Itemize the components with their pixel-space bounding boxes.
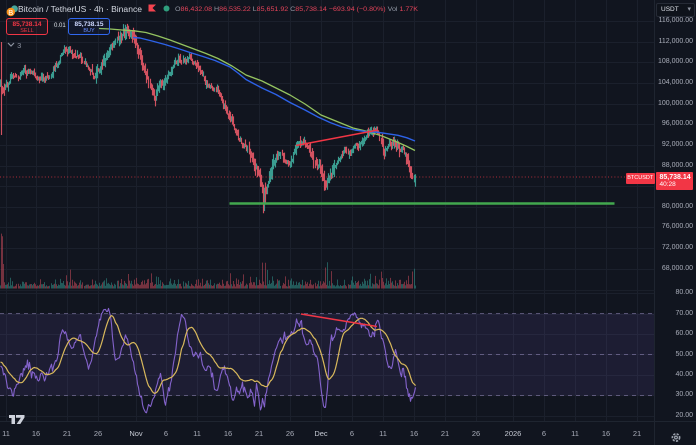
svg-text:B: B (8, 8, 13, 17)
